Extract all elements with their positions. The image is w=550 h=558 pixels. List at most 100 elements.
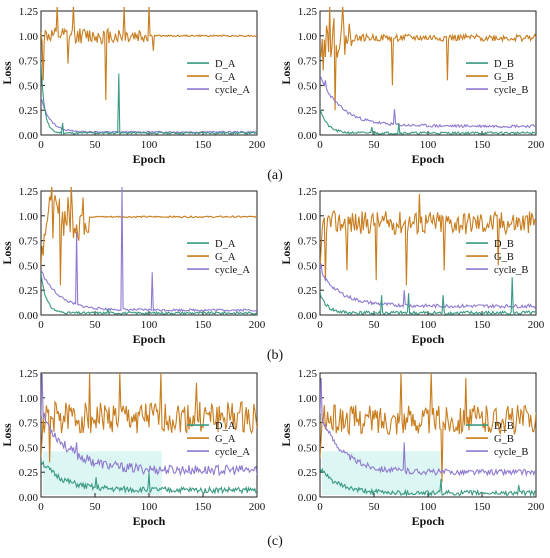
y-tick-label: 0.00 xyxy=(19,310,39,322)
legend-label: cycle_A xyxy=(215,447,250,458)
y-tick-label: 0.75 xyxy=(19,236,39,248)
series-line-g-b xyxy=(320,372,536,483)
y-tick-label: 0.50 xyxy=(298,442,318,454)
x-tick-label: 50 xyxy=(90,501,102,513)
x-tick-label: 200 xyxy=(528,139,545,151)
x-tick-label: 200 xyxy=(249,501,266,513)
legend-label: G_A xyxy=(215,434,236,445)
y-tick-label: 0.75 xyxy=(298,236,318,248)
legend-label: G_A xyxy=(215,252,236,263)
y-tick-label: 0.25 xyxy=(298,467,318,479)
series-line-g-a xyxy=(41,372,257,463)
x-tick-label: 100 xyxy=(420,319,437,331)
y-tick-label: 0.50 xyxy=(298,80,318,92)
x-tick-label: 100 xyxy=(141,139,158,151)
y-tick-label: 0.25 xyxy=(19,467,39,479)
x-tick-label: 100 xyxy=(141,319,158,331)
legend-label: cycle_B xyxy=(494,265,528,276)
y-tick-label: 0.00 xyxy=(19,130,39,142)
x-tick-label: 50 xyxy=(369,319,381,331)
legend-label: G_B xyxy=(494,252,514,263)
y-tick-label: 1.00 xyxy=(19,211,39,223)
legend-label: D_B xyxy=(494,59,514,70)
chart-panel-a-right: 0.00 0.25 0.50 0.75 1.00 1.25 0 50 100 150 200 Epoc… xyxy=(279,6,545,166)
legend-label: cycle_A xyxy=(215,265,250,276)
y-tick-label: 0.00 xyxy=(19,492,39,504)
series-line-d-a xyxy=(41,460,257,495)
x-tick-label: 0 xyxy=(317,501,323,513)
y-tick-label: 0.75 xyxy=(19,56,39,68)
series-line-cycle-a xyxy=(41,372,257,477)
series-line-cycle-b xyxy=(320,74,536,129)
x-tick-label: 150 xyxy=(474,501,491,513)
legend-label: cycle_B xyxy=(494,85,528,96)
x-tick-label: 200 xyxy=(528,319,545,331)
y-tick-label: 1.25 xyxy=(298,368,318,380)
y-axis-label: Loss xyxy=(0,423,14,447)
y-tick-label: 1.00 xyxy=(298,393,318,405)
y-tick-label: 1.00 xyxy=(298,31,318,43)
caption-a: (a) xyxy=(267,168,283,183)
x-tick-label: 100 xyxy=(141,501,158,513)
y-tick-label: 1.00 xyxy=(19,31,39,43)
y-tick-label: 0.00 xyxy=(298,310,318,322)
x-axis-label: Epoch xyxy=(412,332,445,346)
chart-panel-a-left: 0.00 0.25 0.50 0.75 1.00 1.25 0 50 100 150 200 Epoc… xyxy=(0,6,266,166)
y-tick-label: 0.00 xyxy=(298,130,318,142)
x-tick-label: 0 xyxy=(38,319,44,331)
x-tick-label: 50 xyxy=(90,319,102,331)
series-line-cycle-b xyxy=(320,263,536,309)
y-axis-label: Loss xyxy=(0,61,14,85)
y-tick-label: 0.75 xyxy=(19,418,39,430)
x-tick-label: 0 xyxy=(38,139,44,151)
series-line-d-a xyxy=(41,62,257,135)
series-line-g-a xyxy=(41,187,257,286)
x-axis-label: Epoch xyxy=(412,514,445,528)
x-axis-label: Epoch xyxy=(412,152,445,166)
highlight-band xyxy=(322,451,441,496)
x-axis-label: Epoch xyxy=(133,514,166,528)
y-axis-label: Loss xyxy=(279,241,293,265)
x-axis-label: Epoch xyxy=(133,152,166,166)
series-line-g-b xyxy=(320,193,536,286)
y-tick-label: 0.25 xyxy=(19,105,39,117)
y-tick-label: 0.00 xyxy=(298,492,318,504)
chart-panel-c-right: 0.00 0.25 0.50 0.75 1.00 1.25 0 50 100 150 200 Epoc… xyxy=(279,368,545,528)
series-line-d-b xyxy=(320,108,536,135)
y-tick-label: 0.25 xyxy=(298,285,318,297)
y-tick-label: 0.25 xyxy=(19,285,39,297)
x-tick-label: 150 xyxy=(474,139,491,151)
x-tick-label: 150 xyxy=(195,139,212,151)
series-line-cycle-a xyxy=(41,187,257,313)
series-line-d-a xyxy=(41,272,257,315)
y-tick-label: 0.50 xyxy=(19,442,39,454)
caption-c: (c) xyxy=(267,534,283,549)
legend-label: D_B xyxy=(494,239,514,250)
x-tick-label: 200 xyxy=(528,501,545,513)
chart-panel-c-left: 0.00 0.25 0.50 0.75 1.00 1.25 0 50 100 150 200 Epoc… xyxy=(0,368,266,528)
y-tick-label: 1.25 xyxy=(19,186,39,198)
x-tick-label: 200 xyxy=(249,139,266,151)
legend-label: cycle_A xyxy=(215,85,250,96)
series-line-g-b xyxy=(320,7,536,111)
x-axis-label: Epoch xyxy=(133,332,166,346)
legend-label: D_B xyxy=(494,421,514,432)
y-axis-label: Loss xyxy=(279,423,293,447)
y-axis-label: Loss xyxy=(279,61,293,85)
x-tick-label: 150 xyxy=(195,501,212,513)
y-tick-label: 0.25 xyxy=(298,105,318,117)
chart-panel-b-right: 0.00 0.25 0.50 0.75 1.00 1.25 0 50 100 150 200 Epoc… xyxy=(279,186,545,346)
series-line-cycle-b xyxy=(320,377,536,478)
x-tick-label: 50 xyxy=(90,139,102,151)
legend-label: D_A xyxy=(215,59,236,70)
y-tick-label: 1.00 xyxy=(19,393,39,405)
legend-label: D_A xyxy=(215,421,236,432)
series-line-g-a xyxy=(41,7,257,101)
legend-label: G_A xyxy=(215,72,236,83)
x-tick-label: 0 xyxy=(38,501,44,513)
series-line-d-b xyxy=(320,467,536,497)
y-tick-label: 1.25 xyxy=(19,368,39,380)
x-tick-label: 0 xyxy=(317,139,323,151)
